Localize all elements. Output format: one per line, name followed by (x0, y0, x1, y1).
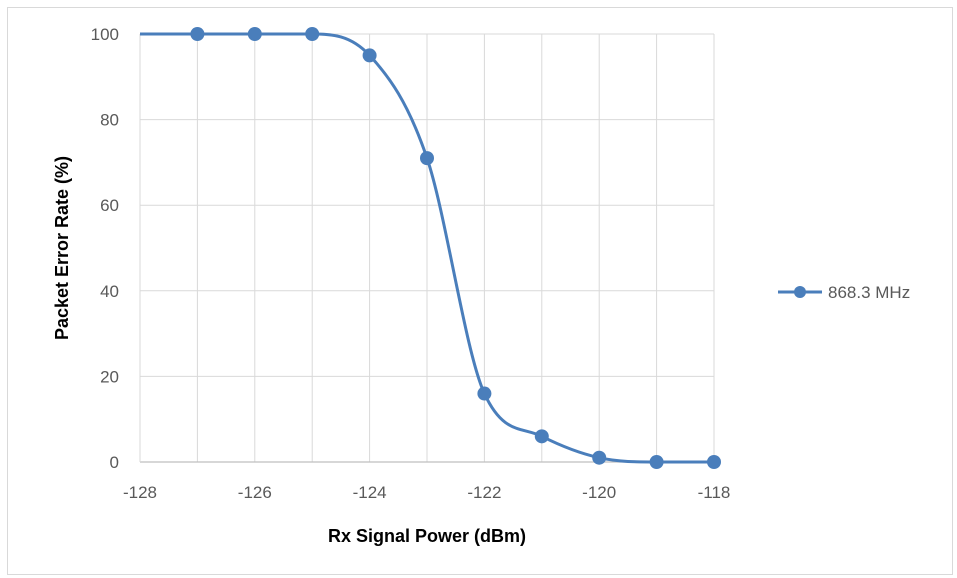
data-point (190, 27, 205, 41)
y-axis-title: Packet Error Rate (%) (52, 156, 72, 340)
data-point (362, 48, 377, 63)
x-tick-label: -124 (353, 483, 387, 502)
y-tick-label: 0 (110, 453, 119, 472)
y-tick-labels: 0 20 40 60 80 100 (91, 25, 119, 472)
data-point (707, 455, 721, 469)
data-point (649, 455, 664, 469)
x-tick-label: -128 (123, 483, 157, 502)
x-tick-label: -122 (467, 483, 501, 502)
x-tick-label: -120 (582, 483, 616, 502)
data-point (247, 27, 262, 41)
x-tick-label: -118 (698, 483, 731, 502)
y-tick-label: 20 (100, 367, 119, 386)
data-point (477, 386, 492, 401)
x-axis-title: Rx Signal Power (dBm) (328, 526, 526, 546)
legend-label: 868.3 MHz (828, 283, 910, 302)
grid-lines (140, 33, 715, 462)
data-point (420, 151, 434, 166)
series-layer (140, 27, 721, 469)
legend-point-marker (794, 286, 806, 298)
y-tick-label: 100 (91, 25, 119, 44)
x-tick-labels: -128 -126 -124 -122 -120 -118 (123, 483, 730, 502)
y-tick-label: 80 (100, 111, 119, 130)
data-point (592, 450, 607, 465)
x-tick-label: -126 (238, 483, 272, 502)
data-point (534, 429, 549, 444)
series-line (140, 32, 714, 464)
y-tick-label: 40 (100, 282, 119, 301)
y-tick-label: 60 (100, 196, 119, 215)
data-point (305, 27, 320, 41)
legend: 868.3 MHz (778, 283, 910, 302)
